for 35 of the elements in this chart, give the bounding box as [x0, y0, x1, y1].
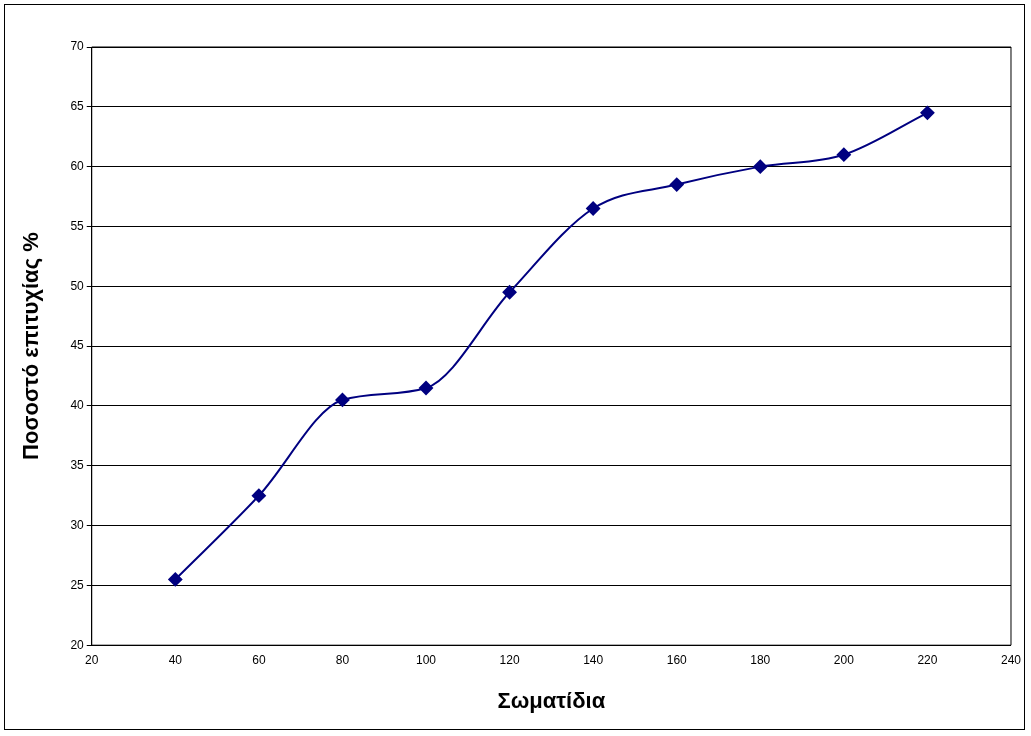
y-tick-label: 30 [70, 517, 85, 532]
point [920, 105, 935, 120]
point [502, 285, 517, 300]
x-tick-label: 240 [1000, 652, 1022, 667]
x-tick-label: 60 [252, 652, 266, 667]
x-tick-label: 20 [85, 652, 99, 667]
x-tick-label: 220 [917, 652, 938, 667]
x-tick-label: 120 [499, 652, 520, 667]
x-axis-title: Σωματίδια [497, 687, 606, 713]
x-tick-label: 40 [168, 652, 183, 667]
y-tick-label: 65 [70, 99, 85, 114]
point [669, 177, 684, 192]
x-tick-label: 100 [416, 652, 437, 667]
y-tick-label: 60 [70, 158, 85, 173]
y-tick-label: 35 [70, 458, 85, 473]
x-tick-label: 180 [750, 652, 771, 667]
point [836, 147, 851, 162]
point [586, 201, 601, 216]
y-axis-title: Ποσοστό επιτυχίας % [18, 232, 44, 460]
x-tick-label: 200 [833, 652, 855, 667]
y-tick-label: 25 [70, 577, 85, 592]
x-tick-label: 140 [583, 652, 604, 667]
y-tick-label: 20 [70, 637, 85, 652]
y-tick-label: 40 [70, 398, 85, 413]
point [168, 572, 183, 587]
y-tick-label: 70 [70, 39, 85, 54]
y-tick-label: 50 [70, 278, 85, 293]
point [419, 380, 434, 395]
point [251, 488, 266, 503]
x-tick-label: 80 [335, 652, 350, 667]
y-tick-label: 45 [70, 338, 85, 353]
point [335, 392, 350, 407]
y-tick-label: 55 [70, 218, 85, 233]
x-tick-label: 160 [666, 652, 688, 667]
point [753, 159, 768, 174]
